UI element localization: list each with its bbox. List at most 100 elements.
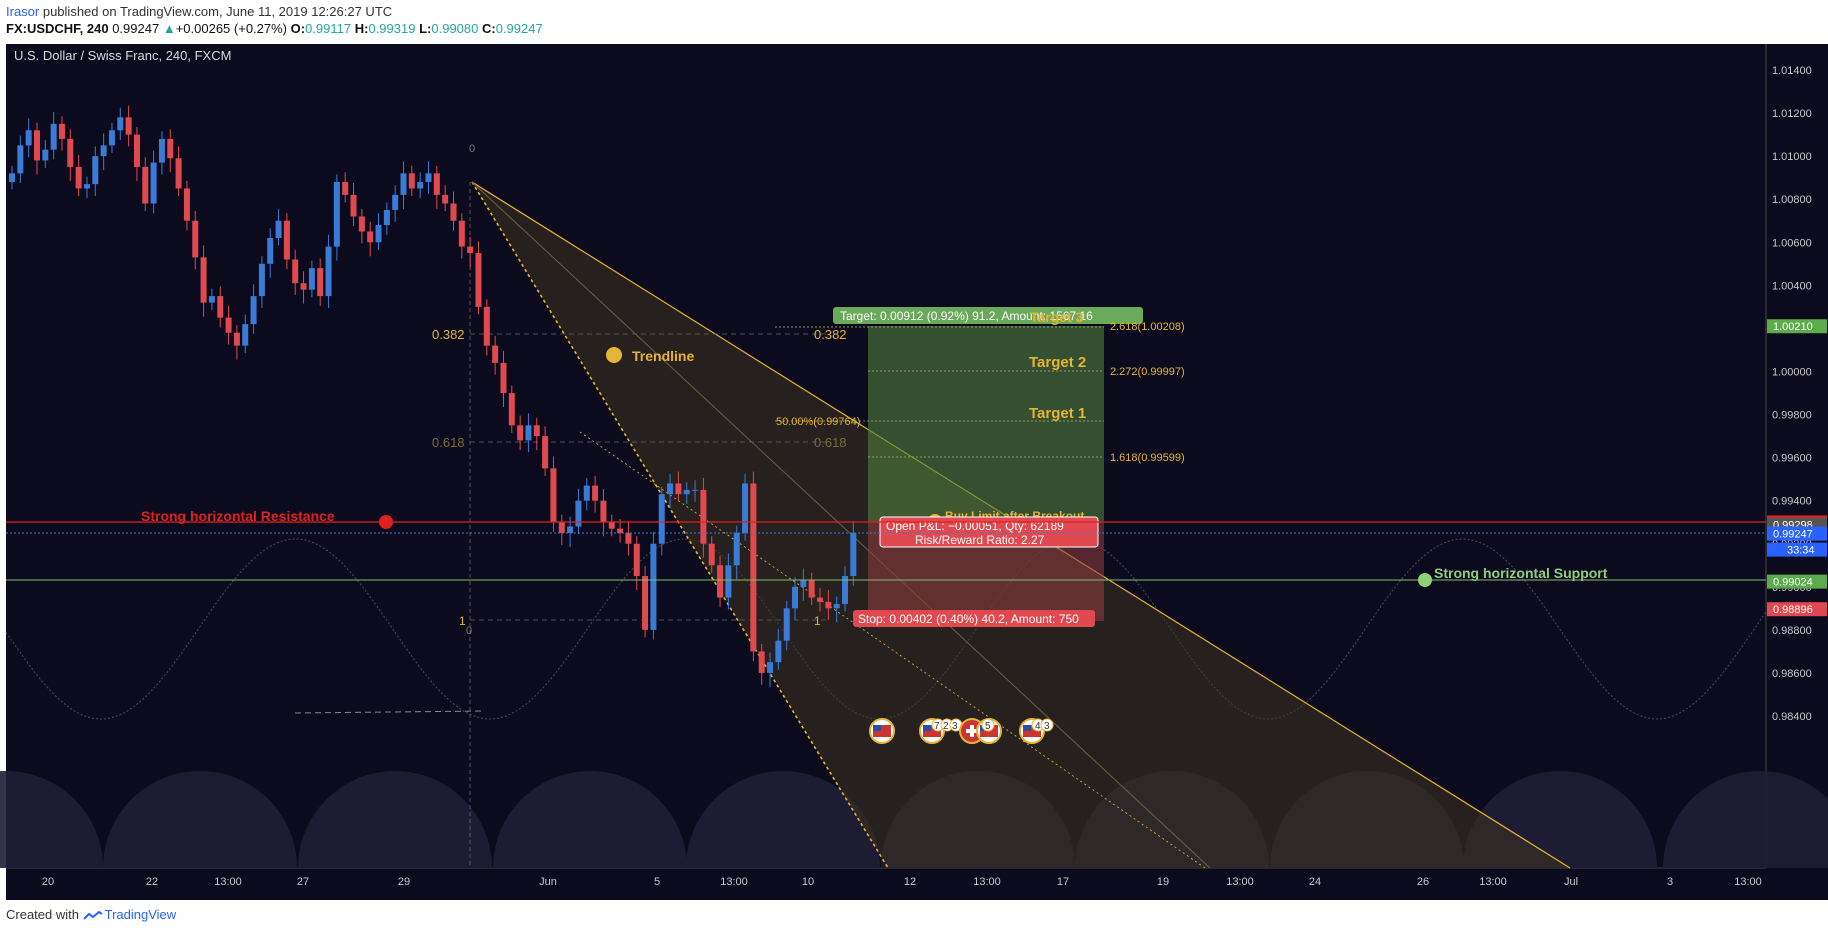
y-tick-label: 1.01000	[1772, 151, 1812, 163]
candle	[450, 191, 457, 231]
candle	[392, 185, 399, 222]
candle-body	[250, 296, 257, 325]
candle	[733, 525, 740, 580]
candle-body	[258, 263, 265, 297]
candle-body	[383, 209, 390, 226]
support-dot[interactable]	[1418, 573, 1432, 587]
y-tick-label: 1.01200	[1772, 108, 1812, 120]
candle	[525, 413, 532, 453]
symbol-label: FX:USDCHF, 240	[6, 21, 109, 36]
candle	[358, 208, 365, 244]
price-label-text: 0.98896	[1773, 604, 1813, 616]
candle	[492, 335, 499, 375]
event-count-badge-4	[981, 718, 995, 732]
price-label: 0.98896	[1767, 602, 1827, 617]
candle-body	[175, 158, 182, 189]
footer: Created with TradingView	[6, 907, 176, 922]
y-tick-label: 1.01400	[1772, 65, 1812, 77]
y-tick-label: 0.98600	[1772, 668, 1812, 680]
x-tick-label: 13:00	[1226, 876, 1254, 888]
price-label: 0.99247	[1767, 526, 1827, 541]
candle-body	[700, 489, 707, 544]
x-tick-label: 5	[654, 876, 660, 888]
candle-body	[683, 489, 690, 495]
candle-body	[592, 485, 599, 501]
candle-body	[442, 194, 449, 204]
x-axis-ticks: 20 22 13:00 27 29 Jun 5 13:00 10 12 13:00 17 19 13:00…	[42, 876, 1762, 888]
candle	[767, 652, 774, 687]
candle-body	[675, 483, 682, 495]
x-tick-label: 13:00	[1479, 876, 1507, 888]
candle	[692, 480, 699, 502]
candle-body	[458, 220, 465, 247]
cycle-arc-0	[0, 771, 103, 868]
profit-zone	[868, 326, 1104, 521]
candle-body	[767, 662, 774, 673]
event-count-2: 2	[943, 721, 949, 732]
price-labels: 0.992990.992980.992470.990240.988961.002…	[1767, 319, 1827, 617]
candle-body	[292, 259, 299, 284]
x-tick-label: 10	[802, 876, 814, 888]
horizontal-lines: Strong horizontal Resistance Strong hori…	[6, 347, 1766, 587]
candle-body	[667, 483, 674, 495]
x-tick-label: 13:00	[214, 876, 242, 888]
candle-body	[742, 483, 749, 533]
candle	[658, 486, 665, 556]
y-tick-label: 1.00400	[1772, 280, 1812, 292]
candle-body	[517, 425, 524, 441]
candle-body	[150, 162, 157, 204]
author-link[interactable]: Irasor	[6, 4, 40, 19]
candle	[200, 245, 207, 317]
candle-body	[367, 231, 374, 243]
economic-events[interactable]: 7 2 3 5 4 3	[869, 718, 1054, 744]
candle-body	[808, 580, 815, 598]
event-count-5: 4	[1035, 721, 1041, 732]
candle	[292, 249, 299, 296]
candle	[158, 131, 165, 175]
candle	[308, 260, 315, 298]
candle-body	[492, 345, 499, 363]
x-tick-label: Jul	[1564, 876, 1578, 888]
candle-body	[500, 362, 507, 393]
candle	[600, 488, 607, 537]
fib-label-1618: 1.618(0.99599)	[1110, 452, 1185, 464]
price-label-text: 0.99247	[1773, 529, 1813, 541]
resistance-label: Strong horizontal Resistance	[141, 508, 335, 524]
trendline-dot[interactable]	[606, 347, 622, 363]
candle	[783, 600, 790, 651]
candle-body	[342, 181, 349, 195]
candle-body	[467, 246, 474, 254]
candle	[750, 471, 757, 662]
candle	[833, 596, 840, 623]
chart-title: U.S. Dollar / Swiss Franc, 240, FXCM	[14, 48, 231, 63]
resistance-dot[interactable]	[379, 515, 393, 529]
candle	[400, 161, 407, 209]
candle	[417, 172, 424, 199]
candle	[242, 314, 249, 354]
candle-body	[475, 253, 482, 307]
candle	[67, 129, 74, 181]
candle-body	[317, 268, 324, 297]
candle-body	[83, 184, 90, 189]
close-value: 0.99247	[495, 21, 543, 36]
candle-body	[658, 494, 665, 544]
stop-box	[853, 610, 1095, 627]
candle	[800, 568, 807, 601]
time-axis[interactable]	[6, 868, 1828, 900]
candle-body	[300, 283, 307, 290]
candle	[117, 107, 124, 140]
target2-label: Target 2	[1029, 354, 1086, 371]
candle	[25, 118, 32, 158]
target-box	[833, 307, 1143, 324]
candle	[50, 111, 57, 160]
candle	[317, 258, 324, 306]
price-axis[interactable]	[1766, 44, 1828, 868]
tradingview-link[interactable]: TradingView	[104, 907, 177, 922]
candle	[83, 176, 90, 199]
cycle-arc-2	[298, 771, 492, 868]
price-label-text: 1.00210	[1773, 321, 1813, 333]
price-chart[interactable]: 0 0 0.382 0.382 0.618 0.618 1 1 Target: …	[0, 44, 1828, 900]
up-arrow-icon: ▲	[162, 21, 176, 36]
candle-body	[567, 526, 574, 533]
candle-body	[408, 173, 415, 189]
